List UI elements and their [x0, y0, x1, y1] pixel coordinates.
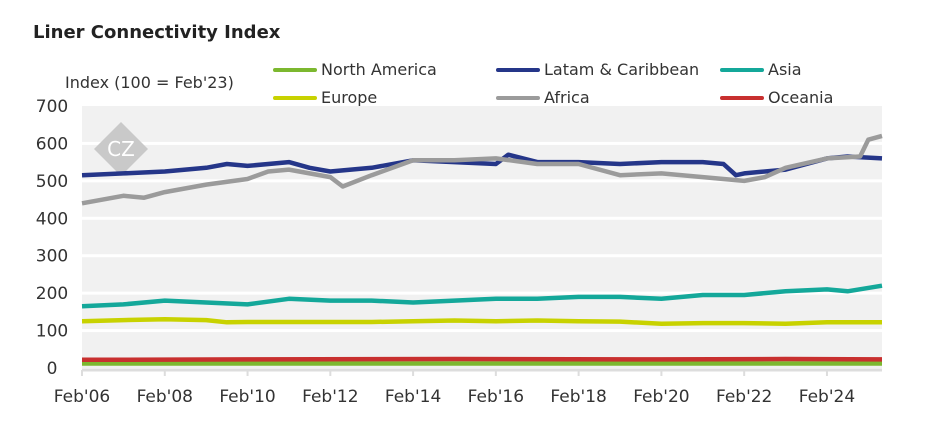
legend-swatch	[273, 67, 317, 72]
legend-label: Europe	[321, 88, 378, 107]
chart-title: Liner Connectivity Index	[33, 22, 281, 43]
x-tick-label: Feb'20	[633, 387, 689, 407]
series-line-africa	[81, 133, 883, 206]
legend-label: Asia	[768, 60, 802, 79]
x-tick-label: Feb'22	[716, 387, 772, 407]
y-tick-label: 400	[36, 209, 68, 229]
y-axis-label: Index (100 = Feb'23)	[65, 73, 234, 92]
x-tick-label: Feb'24	[799, 387, 855, 407]
watermark-diamond	[94, 122, 148, 176]
series-line-europe	[81, 317, 882, 327]
series-line-asia	[81, 283, 883, 309]
x-tick-label: Feb'14	[385, 387, 441, 407]
legend-item: North America	[273, 60, 437, 79]
legend-swatch	[496, 95, 540, 100]
x-tick-label: Feb'12	[302, 387, 358, 407]
legend-item: Latam & Caribbean	[496, 60, 699, 79]
plot-background	[82, 106, 882, 368]
legend-item: Africa	[496, 88, 590, 107]
legend-swatch	[496, 67, 540, 72]
watermark-text: CZ	[107, 137, 135, 161]
x-tick-label: Feb'18	[550, 387, 606, 407]
legend-label: Latam & Caribbean	[544, 60, 700, 79]
legend-label: Africa	[544, 88, 590, 107]
y-tick-label: 300	[36, 247, 68, 267]
x-tick-label: Feb'08	[137, 387, 193, 407]
legend-swatch	[720, 95, 764, 100]
x-tick-label: Feb'16	[468, 387, 524, 407]
y-tick-label: 200	[36, 284, 68, 304]
legend-label: Oceania	[768, 88, 834, 107]
y-tick-label: 100	[36, 322, 68, 342]
y-tick-label: 600	[36, 134, 68, 154]
x-tick-label: Feb'06	[54, 387, 110, 407]
legend-item: Asia	[720, 60, 802, 79]
y-tick-label: 500	[36, 172, 68, 192]
legend-item: Oceania	[720, 88, 833, 107]
legend-item: Europe	[273, 88, 377, 107]
legend-label: North America	[321, 60, 437, 79]
legend-swatch	[720, 67, 764, 72]
y-tick-label: 0	[47, 359, 58, 379]
x-tick-label: Feb'10	[219, 387, 275, 407]
y-tick-label: 700	[36, 97, 68, 117]
legend-swatch	[273, 95, 317, 100]
series-line-oceania	[81, 356, 883, 363]
